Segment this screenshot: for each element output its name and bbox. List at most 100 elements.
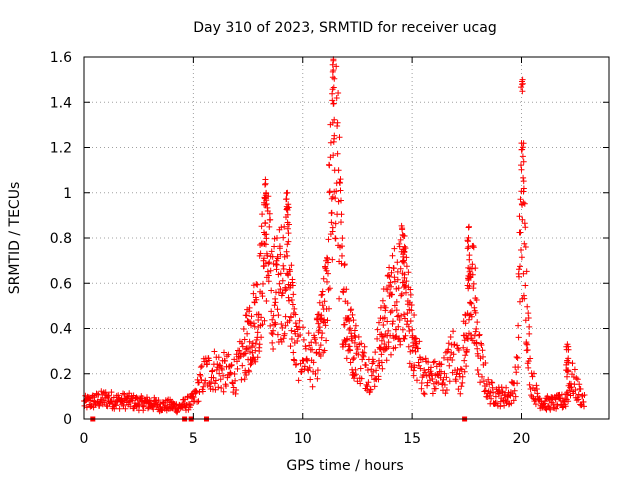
data-point [330,67,337,74]
data-point [249,340,256,347]
data-point [268,248,275,255]
data-point [565,359,572,366]
data-point [257,250,264,257]
data-point [290,291,297,298]
data-point [518,84,525,91]
data-point [564,367,571,374]
data-point [394,268,401,275]
data-point [220,388,227,395]
data-point [414,377,420,384]
data-point [569,360,576,367]
y-tick-label: 0.2 [50,367,72,383]
data-point [374,326,381,333]
data-point [520,188,527,195]
data-point [198,363,205,369]
data-point [270,346,277,352]
data-point [379,297,386,304]
data-point [315,320,322,327]
data-point [401,271,408,278]
data-point [390,265,397,272]
data-point [292,311,299,318]
data-point [325,270,331,277]
data-point [254,281,261,288]
data-point [372,349,379,356]
data-point [367,386,374,393]
data-point [421,391,428,398]
data-point [355,333,362,340]
data-point [399,226,406,233]
data-point [395,323,402,330]
data-point [258,223,265,230]
data-point [475,371,482,378]
data-point [438,368,445,375]
data-point [403,278,410,285]
data-point [328,219,335,226]
data-point [521,240,528,247]
data-point [216,370,223,377]
data-point [326,305,332,312]
data-point [523,268,530,275]
data-point [450,351,457,358]
data-point [223,383,229,389]
data-point [289,276,296,283]
data-point [521,295,528,302]
data-point [406,360,413,367]
data-point [282,287,289,294]
data-point [443,387,450,393]
data-point [293,361,300,368]
data-point [381,314,388,321]
data-point [306,342,313,349]
data-point [473,339,480,346]
data-point [108,398,115,405]
data-point [249,344,255,351]
data-point [211,380,218,387]
data-point [288,297,295,303]
data-point [402,282,408,289]
data-point [305,367,312,374]
data-point [458,383,465,390]
data-point [220,372,227,379]
y-tick-label: 0.6 [50,276,72,292]
data-point [271,243,278,250]
grid-lines [84,57,609,419]
data-point [283,196,290,202]
data-point [464,245,471,252]
data-point [329,61,336,68]
data-point [243,372,250,378]
data-point [387,309,394,316]
data-point [408,307,415,314]
data-point [329,256,336,263]
data-point [264,252,271,259]
data-point [449,357,456,363]
data-point [397,236,404,243]
data-point [407,318,414,324]
data-point [329,90,336,97]
data-point [466,273,473,280]
data-point [258,314,265,321]
data-point [457,390,464,397]
data-point [338,219,344,226]
data-point [441,370,448,377]
data-point [417,365,424,372]
data-point [365,379,372,386]
data-point [282,313,289,320]
x-tick-label: 20 [513,431,531,447]
data-point [453,371,460,378]
data-point [266,210,273,217]
data-point [432,385,439,392]
data-point [339,243,345,250]
y-tick-label: 1 [63,186,72,202]
data-point [524,303,531,310]
data-point [527,355,534,362]
data-point [320,275,327,282]
data-point [461,357,468,364]
data-point [400,232,407,239]
data-point [459,379,466,386]
data-point [488,395,495,402]
data-point [256,348,263,355]
data-point [361,349,368,356]
data-point [246,304,253,311]
data-point [243,312,250,319]
data-point [252,358,259,365]
data-point [349,311,356,318]
